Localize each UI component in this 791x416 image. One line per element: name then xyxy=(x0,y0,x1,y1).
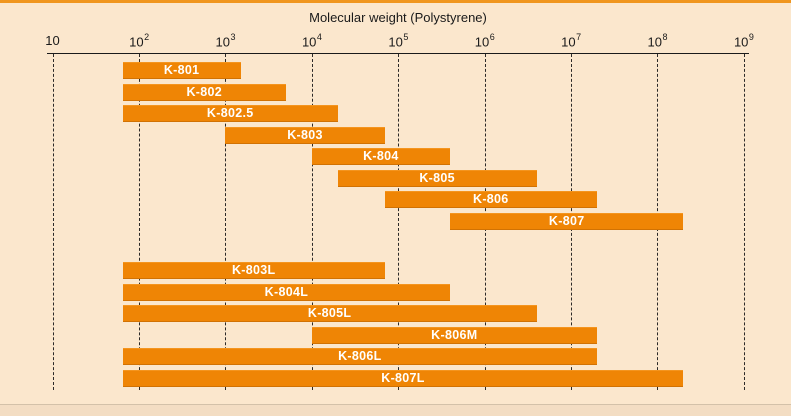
bar-k-805l: K-805L xyxy=(122,305,537,322)
gridline-10e5 xyxy=(398,54,400,390)
bar-label: K-801 xyxy=(163,63,200,77)
bar-k-805: K-805 xyxy=(337,169,537,187)
bar-label: K-807L xyxy=(381,370,425,385)
bar-label: K-802 xyxy=(186,84,222,99)
bar-label: K-805 xyxy=(419,170,455,185)
bar-label: K-803L xyxy=(231,263,276,277)
bar-k-802-5: K-802.5 xyxy=(122,105,338,122)
bar-label: K-806 xyxy=(473,192,509,206)
bar-k-803: K-803 xyxy=(225,126,385,144)
bar-label: K-806L xyxy=(338,349,382,363)
x-tick-label-10e6: 106 xyxy=(474,32,495,50)
gridline-10e3 xyxy=(225,54,227,390)
bar-label: K-804L xyxy=(264,284,309,299)
bar-label: K-802.5 xyxy=(206,106,254,120)
x-tick-label-10e8: 108 xyxy=(647,32,668,50)
bar-k-803l: K-803L xyxy=(122,262,385,279)
x-axis-line xyxy=(47,53,749,54)
bar-label: K-807 xyxy=(548,213,585,228)
bar-label: K-803 xyxy=(287,127,323,142)
gridline-10e9 xyxy=(743,54,745,390)
top-border xyxy=(0,0,791,3)
gridline-10e4 xyxy=(311,54,313,390)
x-tick-label-10e2: 102 xyxy=(129,32,150,50)
bar-k-804: K-804 xyxy=(311,148,451,165)
bar-k-806: K-806 xyxy=(384,191,597,208)
bar-k-807l: K-807L xyxy=(122,369,684,387)
bar-label: K-805L xyxy=(307,306,352,320)
bar-k-801: K-801 xyxy=(122,62,241,79)
bar-label: K-806M xyxy=(431,327,478,342)
x-tick-label-10e4: 104 xyxy=(301,32,322,50)
x-tick-label-10e3: 103 xyxy=(215,32,236,50)
bar-k-804l: K-804L xyxy=(122,283,451,301)
chart-title: Molecular weight (Polystyrene) xyxy=(309,10,487,25)
bottom-strip xyxy=(0,404,791,416)
gridline-10e1 xyxy=(52,54,54,390)
x-tick-label-10e1: 10 xyxy=(45,33,60,48)
x-tick-label-10e5: 105 xyxy=(388,32,409,50)
x-tick-label-10e9: 109 xyxy=(733,32,754,50)
bar-label: K-804 xyxy=(363,149,399,163)
bar-k-802: K-802 xyxy=(122,83,286,101)
bar-k-807: K-807 xyxy=(450,212,684,230)
gridline-10e2 xyxy=(138,54,140,390)
bar-k-806m: K-806M xyxy=(311,326,597,344)
bar-k-806l: K-806L xyxy=(122,348,597,365)
x-tick-label-10e7: 107 xyxy=(561,32,582,50)
